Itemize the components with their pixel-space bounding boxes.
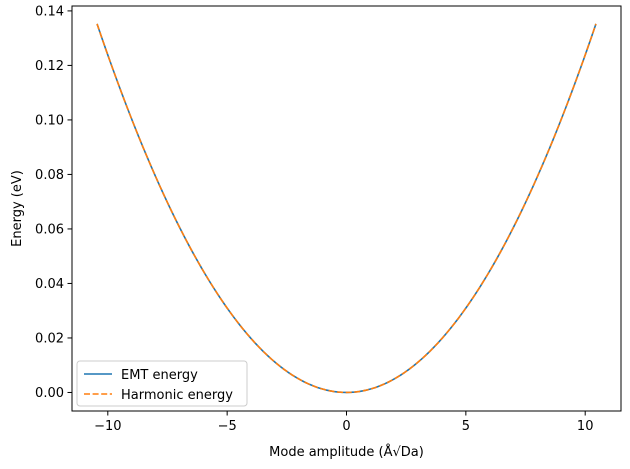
x-axis-ticks: −10 −5 0 5 10 [94,411,593,434]
y-axis-label: Energy (eV) [10,170,25,247]
y-tick-label: 0.08 [35,168,64,183]
legend-harmonic-label: Harmonic energy [121,388,233,403]
x-tick-label: 5 [462,419,470,434]
legend: EMT energy Harmonic energy [76,360,248,407]
harmonic-energy-line [96,23,597,394]
x-tick-label: 0 [342,419,350,434]
plot-lines [96,23,597,394]
x-axis-label: Mode amplitude (Å√Da) [269,444,424,460]
y-axis-ticks: 0.00 0.02 0.04 0.06 0.08 0.10 0.12 0.14 [35,4,72,401]
y-tick-label: 0.04 [35,277,64,292]
y-tick-label: 0.00 [35,386,64,401]
y-tick-label: 0.02 [35,331,64,346]
y-tick-label: 0.06 [35,222,64,237]
legend-emt-label: EMT energy [121,368,198,383]
y-tick-label: 0.10 [35,113,64,128]
x-tick-label: −10 [94,419,121,434]
x-tick-label: 10 [577,419,594,434]
x-tick-label: −5 [218,419,237,434]
legend-box [76,360,248,407]
y-tick-label: 0.14 [35,4,64,19]
y-tick-label: 0.12 [35,59,64,74]
